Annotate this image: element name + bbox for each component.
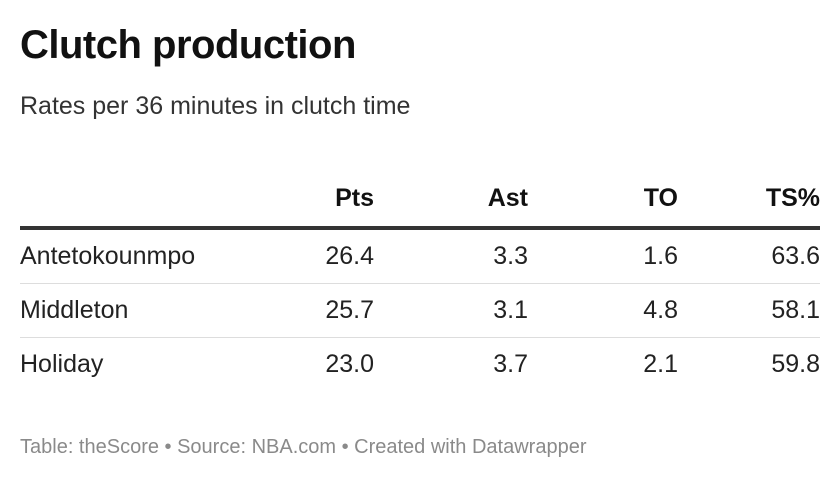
cell-pts: 25.7	[274, 283, 374, 338]
cell-player-name: Holiday	[20, 350, 104, 378]
cell-player-name: Middleton	[20, 283, 274, 338]
chart-subtitle: Rates per 36 minutes in clutch time	[20, 92, 411, 120]
table-row: Middleton 25.7 3.1 4.8 58.1	[20, 283, 820, 338]
cell-ast: 3.1	[374, 283, 528, 338]
header-to: TO	[528, 170, 678, 230]
cell-player-name: Antetokounmpo	[20, 228, 274, 284]
header-ast: Ast	[374, 170, 528, 230]
cell-to: 4.8	[528, 283, 678, 338]
table-header-row: Pts Ast TO TS%	[20, 170, 820, 230]
table-row: Antetokounmpo 26.4 3.3 1.6 63.6	[20, 228, 820, 284]
cell-ts: 59.8	[771, 350, 820, 378]
header-pts: Pts	[274, 170, 374, 230]
cell-pts: 23.0	[325, 350, 374, 378]
source-footer: Table: theScore • Source: NBA.com • Crea…	[20, 436, 587, 458]
cell-ast: 3.7	[493, 350, 528, 378]
cell-to: 2.1	[643, 350, 678, 378]
table-row: Holiday 23.0 3.7 2.1 59.8	[20, 338, 820, 392]
header-ts: TS%	[678, 170, 820, 230]
cell-ts: 58.1	[678, 283, 820, 338]
chart-title: Clutch production	[20, 23, 356, 67]
header-player	[20, 170, 274, 230]
cell-pts: 26.4	[274, 228, 374, 284]
cell-ts: 63.6	[678, 228, 820, 284]
cell-to: 1.6	[528, 228, 678, 284]
cell-ast: 3.3	[374, 228, 528, 284]
stats-table: Pts Ast TO TS% Antetokounmpo 26.4 3.3 1.…	[20, 170, 820, 391]
